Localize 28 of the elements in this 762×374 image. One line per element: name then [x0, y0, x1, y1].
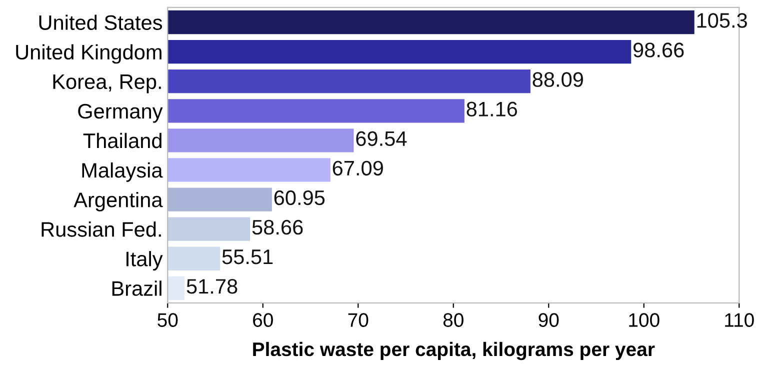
data-label: 69.54	[356, 131, 407, 146]
y-tick-label: Thailand	[83, 132, 162, 148]
x-tick-label: 60	[253, 313, 273, 327]
data-label: 81.16	[466, 102, 518, 116]
data-label: 51.78	[186, 279, 238, 294]
x-tick-label: 100	[629, 313, 660, 327]
data-label: 88.09	[532, 72, 583, 87]
x-axis-title: Plastic waste per capita, kilograms per year	[253, 342, 655, 360]
data-label: 55.51	[222, 250, 273, 264]
y-tick-label: Argentina	[74, 192, 163, 212]
data-label: 67.09	[332, 160, 383, 176]
y-tick-label: Korea, Rep.	[53, 74, 161, 94]
y-tick-label: Italy	[126, 251, 163, 270]
x-tick-label: 80	[443, 313, 464, 327]
data-label: 98.66	[633, 42, 684, 58]
data-label: 58.66	[252, 220, 303, 235]
y-tick-label: Malaysia	[82, 162, 163, 182]
y-tick-label: United Kingdom	[16, 44, 162, 64]
y-tick-label: Brazil	[112, 280, 162, 296]
data-label: 105.3	[697, 13, 747, 28]
y-tick-label: United States	[39, 14, 162, 30]
data-label: 60.95	[274, 190, 325, 206]
x-tick-label: 90	[538, 313, 559, 327]
x-tick-label: 70	[348, 313, 368, 327]
x-tick-label: 50	[158, 313, 178, 327]
y-tick-label: Russian Fed.	[42, 222, 161, 237]
x-tick-label: 110	[725, 313, 754, 327]
y-tick-label: Germany	[78, 104, 163, 123]
